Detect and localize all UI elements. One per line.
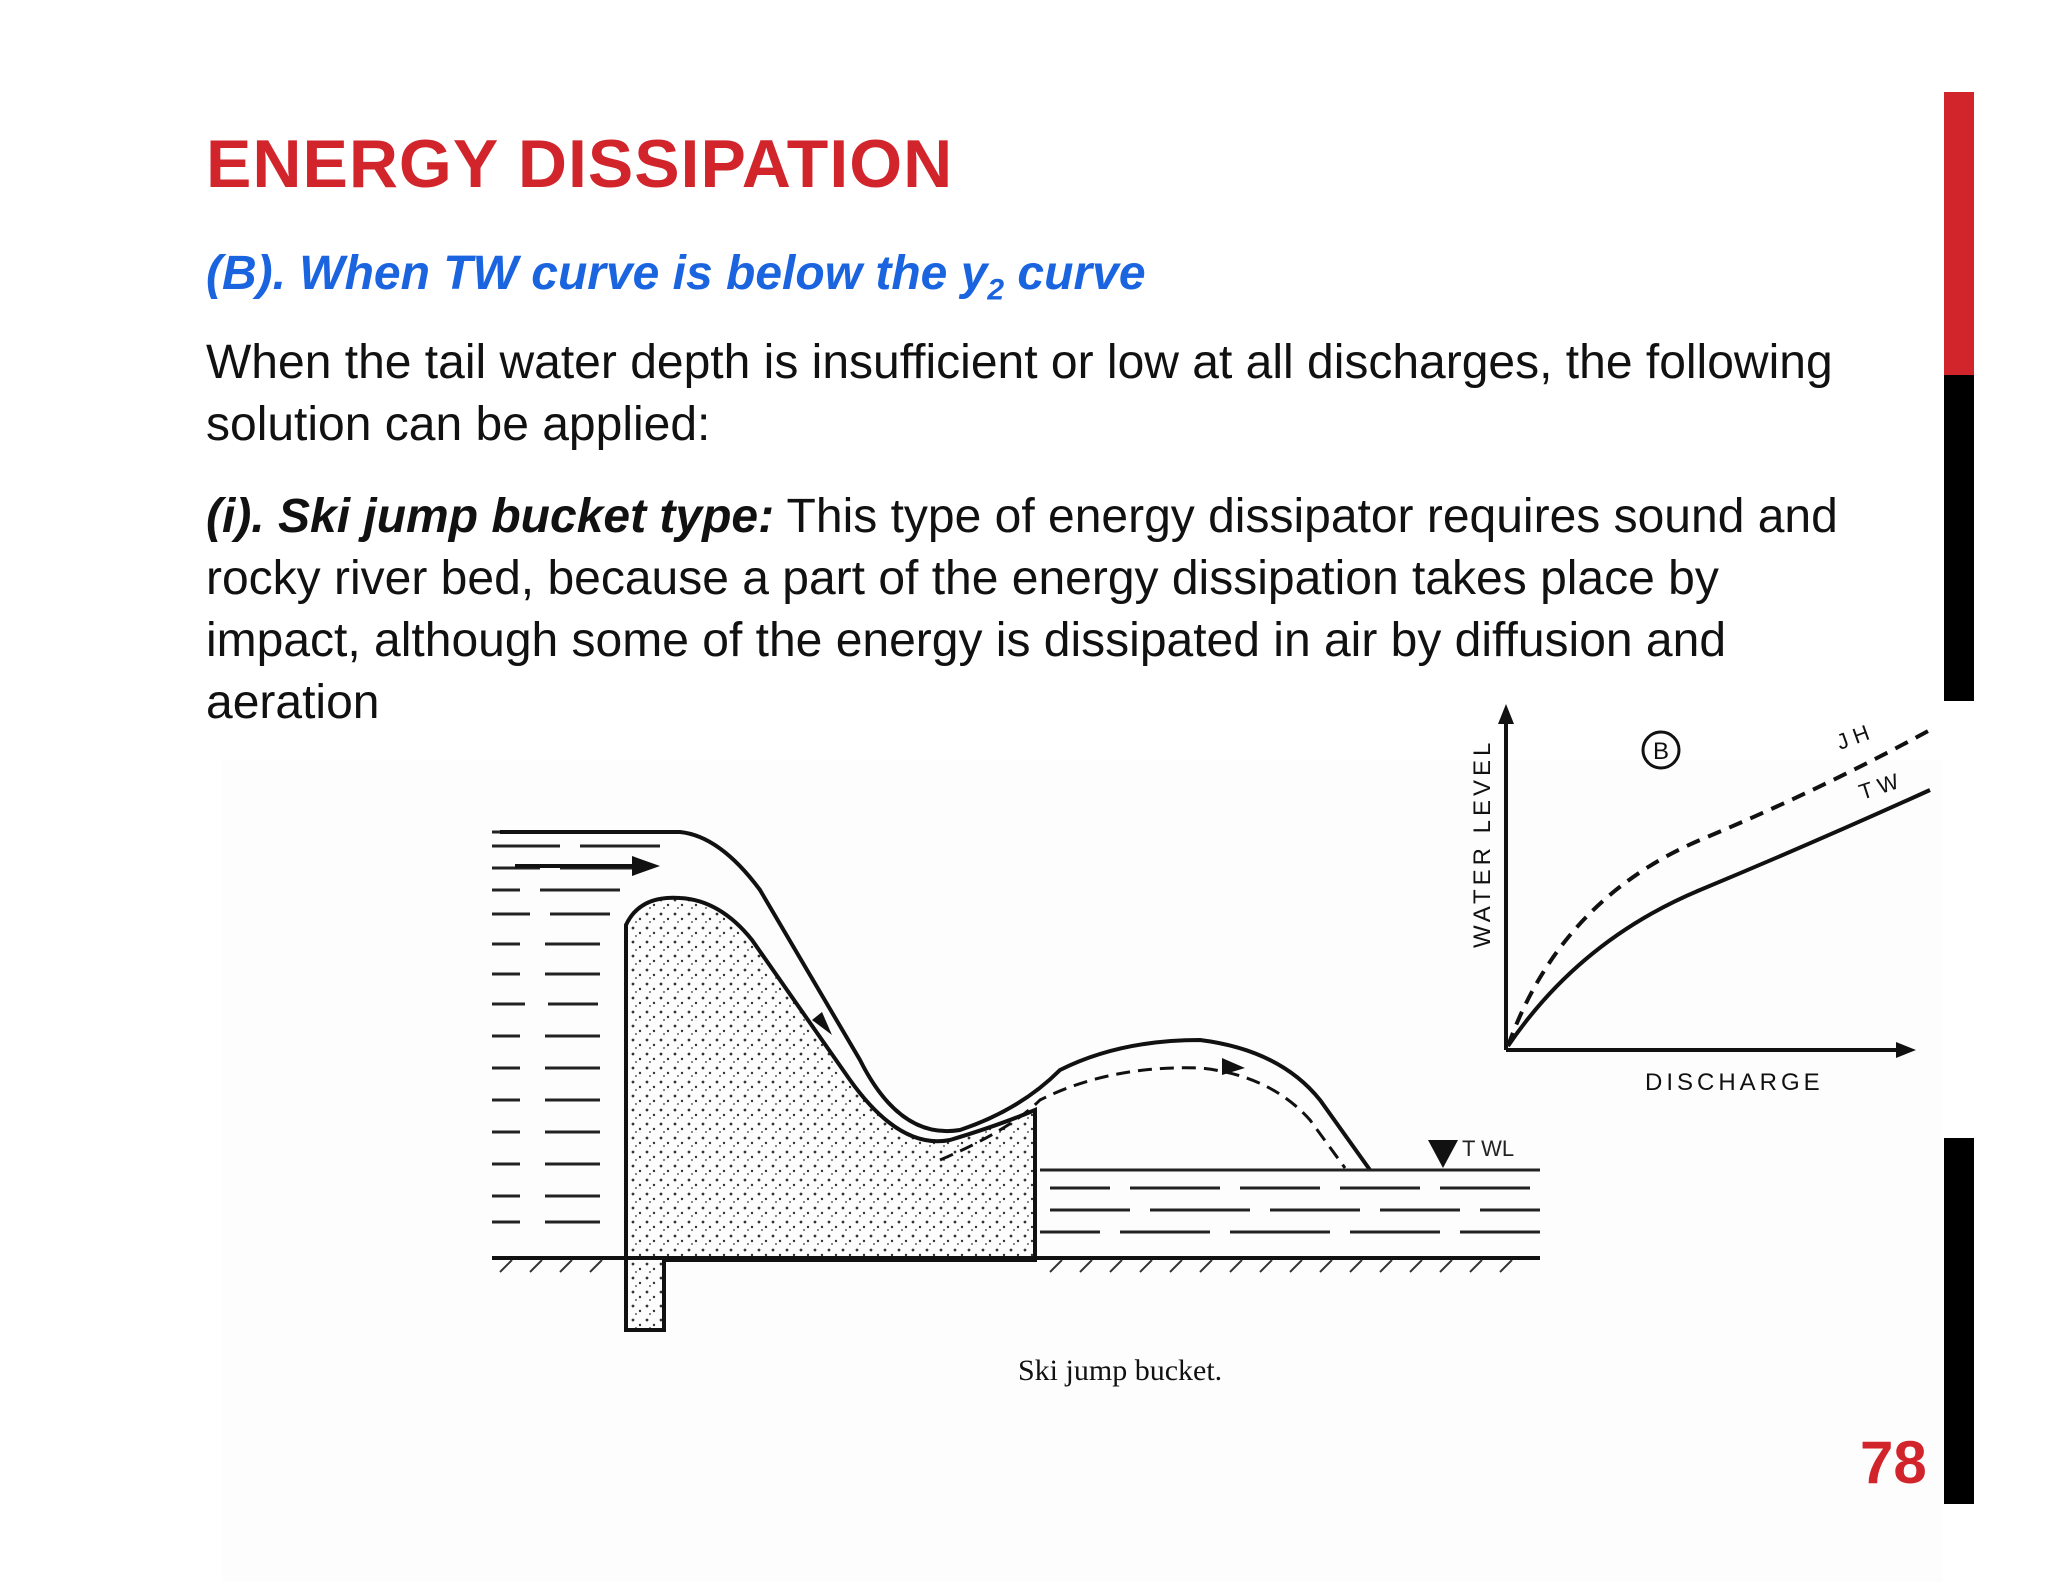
graph-y-axis (1498, 704, 1514, 1050)
flow-arrows-along-spillway (812, 1012, 1245, 1075)
river-bed-hatching (499, 1259, 1513, 1273)
subtitle-subscript: 2 (987, 273, 1005, 307)
graph-jh-curve (1506, 728, 1931, 1047)
page-number: 78 (1860, 1429, 1927, 1496)
accent-bar-red (1944, 92, 1974, 375)
subtitle: (B). When TW curve is below the y2 curve (206, 246, 1146, 308)
tailwater (1040, 1168, 1540, 1234)
paragraph-ski-jump: (i). Ski jump bucket type: This type of … (206, 486, 1846, 734)
figure-caption: Ski jump bucket. (1018, 1354, 1222, 1387)
twl-label: T WL (1462, 1136, 1514, 1161)
paragraph-intro: When the tail water depth is insufficien… (206, 336, 1833, 451)
slide-title: ENERGY DISSIPATION (206, 126, 954, 202)
twl-marker-icon (1428, 1140, 1458, 1168)
subtitle-main: (B). When TW curve is below the y (206, 247, 988, 300)
subtitle-end: curve (1004, 247, 1146, 300)
ski-jump-description: This type of energy dissipator requires … (206, 490, 1838, 729)
graph-case-marker-icon (1641, 730, 1681, 770)
graph-jh-label: JH (1833, 718, 1878, 755)
accent-bar-black-top (1944, 375, 1974, 701)
ski-jump-lead: (i). Ski jump bucket type: (206, 490, 775, 543)
graph-xlabel: DISCHARGE (1645, 1069, 1824, 1096)
ski-jump-trajectory-lower (939, 1066, 1347, 1169)
accent-bar-black-bottom (1944, 1138, 1974, 1504)
flow-arrow-upstream (515, 856, 660, 876)
graph-tw-label: TW (1856, 767, 1908, 805)
graph-x-axis (1506, 1042, 1916, 1058)
graph-tw-curve (1506, 788, 1931, 1048)
graph-case-label: B (1653, 738, 1669, 765)
dam-body (624, 895, 1037, 1332)
spillway-nappe (500, 830, 1372, 1172)
graph-ylabel: WATER LEVEL (1469, 739, 1496, 948)
